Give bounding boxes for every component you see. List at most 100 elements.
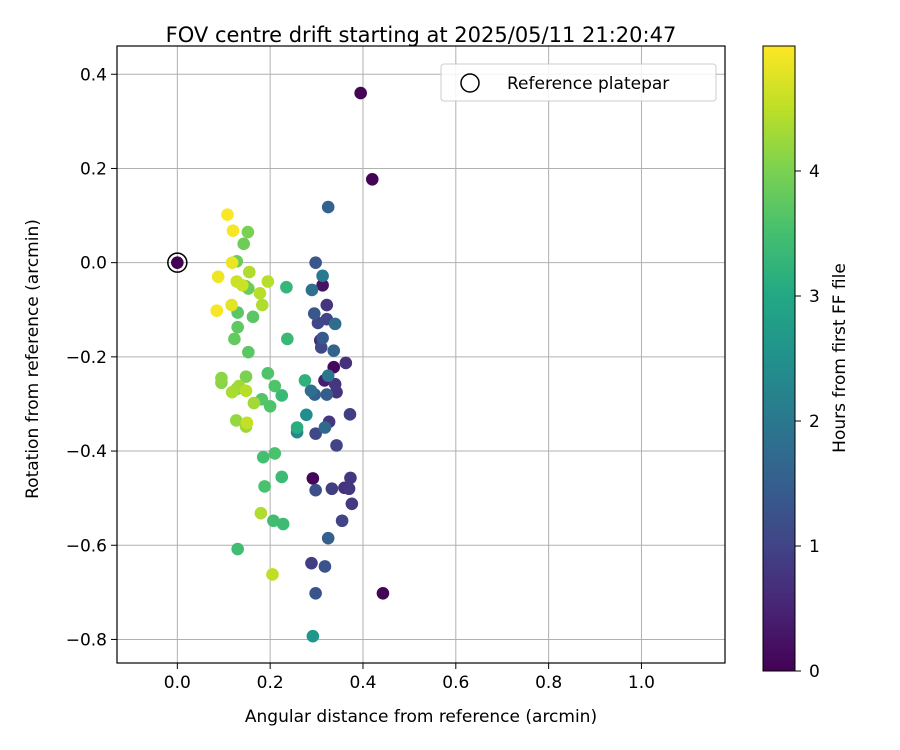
data-point (305, 283, 319, 297)
data-point (276, 517, 290, 531)
data-point (256, 450, 270, 464)
x-tick-label: 0.0 (164, 673, 191, 693)
data-point (225, 298, 238, 312)
data-point (242, 265, 256, 279)
y-tick-label: 0.4 (80, 65, 107, 85)
data-point (316, 278, 329, 292)
data-point (320, 298, 334, 312)
data-point (231, 320, 244, 334)
data-point (239, 370, 253, 383)
data-point (229, 414, 243, 427)
data-point (226, 224, 240, 237)
data-point (328, 317, 342, 331)
data-point (231, 542, 244, 556)
grid-lines (117, 46, 725, 663)
x-tick-label: 0.2 (257, 673, 284, 693)
data-point (225, 256, 239, 269)
data-point (354, 86, 367, 100)
data-point (318, 421, 332, 434)
data-point (309, 586, 322, 600)
x-axis-ticks: 0.0 0.2 0.4 0.6 0.8 1.0 (164, 663, 655, 693)
plot-area-frame (116, 45, 726, 664)
data-point (268, 447, 282, 460)
colorbar-tick-label: 2 (809, 412, 820, 432)
colorbar-label: Hours from first FF file (830, 263, 850, 453)
reference-point-marker (167, 252, 188, 273)
data-point (266, 568, 279, 581)
x-tick-label: 0.6 (442, 673, 469, 693)
reference-marker (167, 252, 188, 273)
y-axis-ticks: 0.4 0.2 0.0 −0.2 −0.4 −0.6 −0.8 (66, 65, 117, 650)
data-point (316, 331, 329, 345)
data-point (261, 367, 275, 380)
data-point (275, 389, 289, 402)
data-point (343, 408, 357, 421)
data-point (344, 471, 357, 485)
data-point (254, 506, 268, 520)
data-point (237, 237, 251, 251)
data-point (309, 256, 322, 269)
colorbar-tick-label: 1 (809, 537, 820, 557)
data-point (327, 344, 341, 358)
legend-reference-marker (460, 73, 480, 93)
y-tick-label: −0.2 (66, 348, 107, 368)
data-point (253, 286, 267, 300)
data-point (314, 341, 328, 354)
data-point (290, 421, 304, 434)
y-tick-label: −0.4 (66, 442, 107, 462)
data-point (267, 514, 280, 528)
data-point (342, 482, 356, 496)
data-point (280, 280, 293, 294)
colorbar-ticks: 0 1 2 3 4 (795, 162, 820, 682)
data-point (255, 298, 269, 312)
y-tick-label: −0.8 (66, 630, 107, 650)
data-point (339, 356, 353, 370)
data-point (275, 470, 289, 484)
data-point (321, 369, 335, 382)
y-tick-label: 0.2 (80, 159, 107, 179)
x-tick-label: 0.4 (349, 673, 376, 693)
legend-label: Reference platepar (507, 74, 669, 94)
data-point (309, 427, 322, 440)
data-point (298, 374, 312, 387)
data-point (268, 379, 282, 393)
data-point (316, 269, 329, 283)
colorbar-tick-label: 3 (809, 287, 820, 307)
data-point (242, 345, 255, 359)
data-point (211, 270, 225, 284)
x-axis-label: Angular distance from reference (arcmin) (245, 707, 597, 727)
data-point (320, 388, 334, 401)
data-point (345, 497, 359, 511)
data-point (304, 384, 318, 398)
data-point (247, 396, 261, 410)
colorbar-tick-label: 4 (809, 162, 820, 182)
x-tick-label: 0.8 (535, 673, 562, 693)
x-tick-label: 1.0 (628, 673, 655, 693)
y-tick-label: 0.0 (80, 254, 107, 274)
data-point (321, 531, 335, 545)
data-point (281, 332, 294, 346)
data-point (261, 275, 275, 288)
legend-box (440, 63, 717, 102)
data-point (365, 172, 379, 186)
y-tick-label: −0.6 (66, 536, 107, 556)
data-points (171, 86, 390, 643)
data-point (318, 560, 332, 573)
data-point (306, 629, 320, 643)
chart-title: FOV centre drift starting at 2025/05/11 … (166, 23, 677, 47)
data-point (321, 200, 335, 214)
data-point (258, 480, 271, 493)
data-point (240, 416, 254, 430)
data-point (228, 332, 241, 346)
y-axis-label: Rotation from reference (arcmin) (23, 219, 43, 499)
data-point (325, 482, 339, 496)
data-point (225, 385, 239, 399)
data-point (246, 310, 260, 324)
data-point (309, 483, 322, 497)
data-point (239, 384, 253, 398)
legend: Reference platepar (440, 63, 717, 102)
data-point (300, 408, 313, 422)
data-point (335, 514, 349, 528)
data-point (263, 400, 277, 413)
